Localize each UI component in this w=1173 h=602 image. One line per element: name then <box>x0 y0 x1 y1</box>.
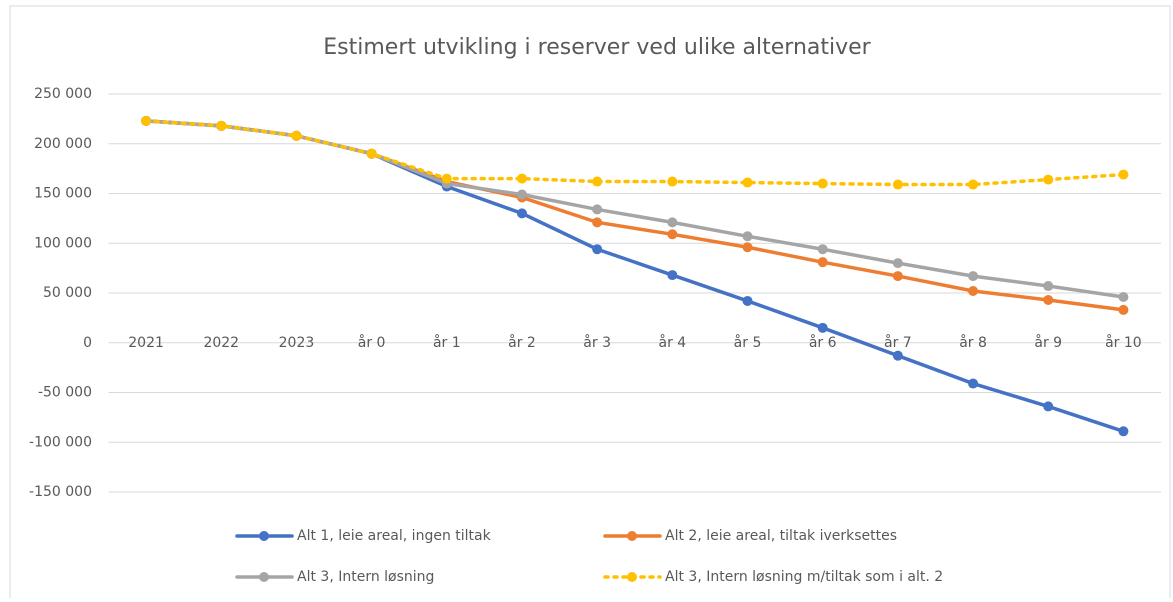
data-point <box>1043 174 1054 185</box>
data-point <box>1118 304 1129 315</box>
data-point <box>1118 291 1129 302</box>
data-point <box>592 217 603 228</box>
x-tick-label: 2021 <box>128 335 164 351</box>
y-tick-label: -100 000 <box>29 434 92 450</box>
x-tick-label: år 0 <box>358 334 386 351</box>
data-point <box>817 244 828 255</box>
data-point <box>892 350 903 361</box>
x-tick-label: år 7 <box>884 334 912 351</box>
series-line <box>144 119 1126 187</box>
data-point <box>441 173 452 184</box>
chart-border <box>9 5 1171 602</box>
y-tick-label: 100 000 <box>34 235 92 251</box>
x-tick-label: år 8 <box>959 334 987 351</box>
x-tick-label: år 6 <box>809 334 837 351</box>
data-point <box>968 286 979 297</box>
data-point <box>892 179 903 190</box>
data-point <box>892 258 903 269</box>
y-tick-label: 200 000 <box>34 136 92 152</box>
data-point <box>667 217 678 228</box>
data-point <box>817 257 828 268</box>
data-point <box>667 270 678 281</box>
data-point <box>667 176 678 187</box>
data-point <box>1043 294 1054 305</box>
data-point <box>892 271 903 282</box>
data-point <box>1043 401 1054 412</box>
chart-title: Estimert utvikling i reserver ved ulike … <box>323 35 871 60</box>
x-tick-label: 2023 <box>279 335 315 351</box>
legend-label: Alt 3, Intern løsning <box>297 569 434 585</box>
legend-label: Alt 2, leie areal, tiltak iverksettes <box>665 528 897 544</box>
legend-label: Alt 1, leie areal, ingen tiltak <box>297 528 492 544</box>
data-point <box>667 229 678 240</box>
y-tick-label: 50 000 <box>43 285 92 301</box>
x-tick-label: år 3 <box>583 334 611 351</box>
y-tick-label: -150 000 <box>29 484 92 500</box>
data-point <box>1118 169 1129 180</box>
data-point <box>742 242 753 253</box>
legend-marker <box>627 531 637 541</box>
data-point <box>516 208 527 219</box>
data-point <box>592 244 603 255</box>
y-tick-label: 150 000 <box>34 186 92 202</box>
data-point <box>141 115 152 126</box>
legend-marker <box>627 572 637 582</box>
data-point <box>366 148 377 159</box>
data-point <box>968 271 979 282</box>
data-point <box>516 189 527 200</box>
x-tick-label: år 2 <box>508 334 536 351</box>
data-point <box>742 231 753 242</box>
x-tick-label: år 9 <box>1034 334 1062 351</box>
y-tick-label: -50 000 <box>38 385 92 401</box>
data-point <box>742 177 753 188</box>
y-tick-label: 250 000 <box>34 86 92 102</box>
x-tick-label: år 10 <box>1105 334 1142 351</box>
data-point <box>817 178 828 189</box>
x-tick-label: år 5 <box>734 334 762 351</box>
x-tick-label: år 1 <box>433 334 461 351</box>
legend-label: Alt 3, Intern løsning m/tiltak som i alt… <box>665 569 943 585</box>
data-point <box>817 322 828 333</box>
data-point <box>516 173 527 184</box>
legend-marker <box>259 572 269 582</box>
legend-marker <box>259 531 269 541</box>
data-point <box>1043 281 1054 292</box>
data-point <box>216 120 227 131</box>
data-point <box>968 378 979 389</box>
data-point <box>291 130 302 141</box>
data-point <box>592 176 603 187</box>
data-point <box>1118 426 1129 437</box>
data-point <box>592 204 603 215</box>
x-tick-label: 2022 <box>203 335 239 351</box>
data-point <box>742 295 753 306</box>
y-tick-label: 0 <box>83 335 92 351</box>
data-point <box>968 179 979 190</box>
x-tick-label: år 4 <box>658 334 686 351</box>
